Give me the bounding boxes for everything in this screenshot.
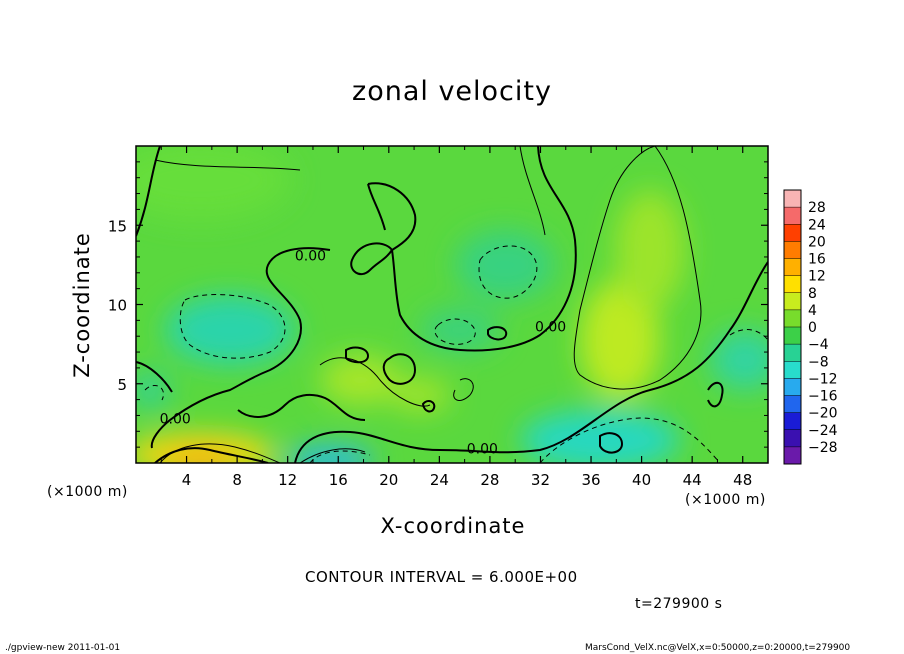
time-stamp: t=279900 s — [635, 596, 723, 612]
contour-label-3: 0.00 — [535, 320, 566, 336]
colorbar-swatch-4 — [784, 258, 801, 276]
x-tick-label-9: 40 — [632, 471, 651, 489]
colorbar-swatch-7 — [784, 309, 801, 328]
y-axis-label: Z-coordinate — [70, 232, 94, 378]
y-tick-label-0: 5 — [117, 376, 127, 394]
y-tick-label-2: 15 — [108, 217, 127, 235]
footer-right: MarsCond_VelX.nc@VelX,x=0:50000,z=0:2000… — [585, 643, 851, 653]
colorbar-label-2: 20 — [808, 234, 826, 250]
colorbar-swatch-6 — [784, 292, 801, 311]
colorbar-label-0: 28 — [808, 200, 826, 216]
contour-label-2: 0.00 — [467, 442, 498, 458]
colorbar-label-11: −16 — [808, 389, 838, 405]
colorbar-swatch-8 — [784, 327, 801, 345]
chart-title: zonal velocity — [352, 76, 552, 107]
colorbar-label-12: −20 — [808, 406, 838, 422]
x-axis-label: X-coordinate — [380, 514, 526, 538]
colorbar-label-13: −24 — [808, 423, 838, 439]
colorbar-label-6: 4 — [808, 303, 817, 319]
colorbar-label-4: 12 — [808, 269, 826, 285]
y-axis-unit: (×1000 m) — [47, 484, 128, 500]
colorbar-swatch-2 — [784, 224, 801, 242]
x-tick-label-6: 28 — [480, 471, 499, 489]
contour-interval-text: CONTOUR INTERVAL = 6.000E+00 — [305, 568, 578, 586]
colorbar-swatch-5 — [784, 275, 801, 294]
colorbar-swatch-9 — [784, 344, 801, 362]
x-tick-label-2: 12 — [278, 471, 297, 489]
contour-labels: 0.00 0.00 0.00 0.00 — [160, 248, 567, 457]
colorbar-swatch-0 — [784, 190, 801, 208]
colorbar-swatch-15 — [784, 446, 801, 465]
colorbar-label-10: −12 — [808, 371, 838, 387]
x-tick-label-5: 24 — [430, 471, 449, 489]
footer-left: ./gpview-new 2011-01-01 — [5, 643, 121, 653]
colorbar-swatch-13 — [784, 412, 801, 431]
colorbar-swatch-3 — [784, 241, 801, 259]
x-tick-label-3: 16 — [329, 471, 348, 489]
colorbar-swatch-1 — [784, 207, 801, 225]
x-tick-label-8: 36 — [581, 471, 600, 489]
velocity-field — [136, 146, 768, 463]
colorbar-label-8: −4 — [808, 337, 829, 353]
colorbar-label-3: 16 — [808, 252, 826, 268]
x-tick-label-1: 8 — [232, 471, 242, 489]
x-tick-label-7: 32 — [531, 471, 550, 489]
colorbar-swatch-12 — [784, 395, 801, 413]
colorbar-label-7: 0 — [808, 320, 817, 336]
colorbar-swatch-10 — [784, 361, 801, 379]
contour-label-0: 0.00 — [295, 248, 326, 264]
x-tick-label-10: 44 — [683, 471, 702, 489]
colorbar-label-9: −8 — [808, 354, 829, 370]
colorbar-label-5: 8 — [808, 286, 817, 302]
colorbar-label-14: −28 — [808, 440, 838, 456]
x-tick-label-0: 4 — [182, 471, 192, 489]
colorbar-swatch-14 — [784, 429, 801, 448]
contour-lines — [136, 146, 768, 463]
x-axis: 4 8 12 16 20 24 28 32 36 40 44 48 — [160, 146, 752, 489]
x-axis-unit: (×1000 m) — [685, 492, 766, 508]
x-tick-label-4: 20 — [379, 471, 398, 489]
contour-label-1: 0.00 — [160, 412, 191, 428]
colorbar-swatch-11 — [784, 378, 801, 396]
y-tick-label-1: 10 — [108, 297, 127, 315]
y-axis: 5 10 15 — [108, 161, 768, 448]
x-tick-label-11: 48 — [733, 471, 752, 489]
colorbar-label-1: 24 — [808, 217, 826, 233]
